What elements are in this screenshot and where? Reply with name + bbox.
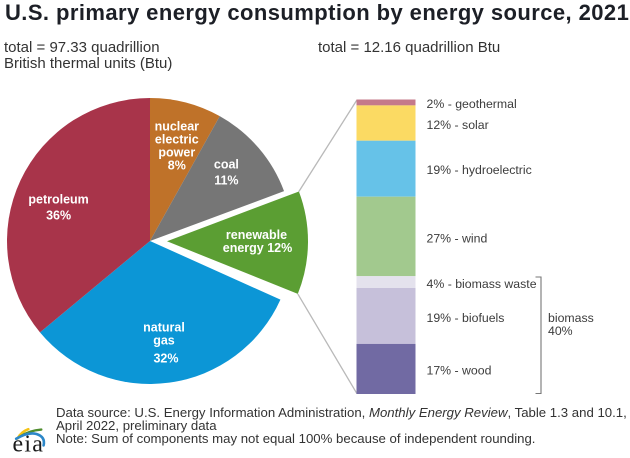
svg-text:2% - geothermal: 2% - geothermal — [427, 97, 517, 111]
svg-text:biomass: biomass — [548, 311, 594, 325]
svg-text:17% - wood: 17% - wood — [427, 364, 492, 378]
svg-text:4% - biomass waste: 4% - biomass waste — [427, 277, 537, 291]
svg-text:petroleum: petroleum — [28, 193, 88, 207]
svg-text:renewable: renewable — [226, 228, 287, 242]
svg-text:36%: 36% — [46, 209, 71, 223]
svg-text:natural: natural — [143, 321, 185, 335]
svg-text:power: power — [158, 146, 195, 160]
svg-text:19% - hydroelectric: 19% - hydroelectric — [427, 163, 532, 177]
svg-text:8%: 8% — [168, 159, 186, 173]
svg-text:energy 12%: energy 12% — [223, 241, 292, 255]
svg-text:11%: 11% — [214, 174, 238, 188]
svg-text:electric: electric — [155, 133, 199, 147]
svg-text:19% - biofuels: 19% - biofuels — [427, 311, 505, 325]
svg-text:eia: eia — [13, 432, 45, 458]
svg-text:gas: gas — [153, 334, 175, 348]
svg-text:nuclear: nuclear — [155, 120, 200, 134]
svg-text:27% - wind: 27% - wind — [427, 232, 488, 246]
svg-text:12% - solar: 12% - solar — [427, 118, 489, 132]
svg-text:32%: 32% — [153, 352, 178, 366]
svg-text:coal: coal — [214, 158, 239, 172]
svg-text:40%: 40% — [548, 324, 573, 338]
